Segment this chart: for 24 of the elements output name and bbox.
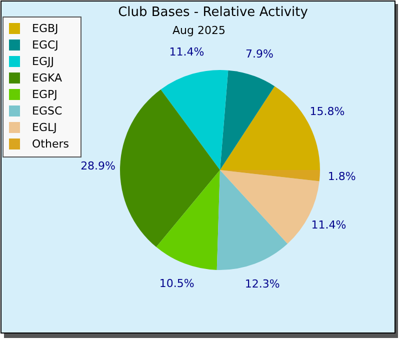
legend-label: EGKA: [32, 72, 62, 85]
pie-slice: [220, 170, 320, 182]
pie-slice: [156, 170, 220, 270]
legend-label: EGLJ: [32, 121, 57, 134]
legend-label: EGPJ: [32, 88, 58, 102]
data-label: 15.8%: [310, 104, 345, 118]
pie-slice: [216, 170, 288, 270]
pie-slice: [220, 70, 275, 170]
data-label: 11.4%: [169, 46, 204, 59]
legend-label: EGSC: [32, 104, 62, 118]
data-label: 1.8%: [328, 170, 356, 183]
text: Aug 2025: [172, 24, 226, 37]
legend-label: EGJJ: [32, 55, 54, 68]
legend-label: Others: [32, 138, 70, 151]
legend-label: EGBJ: [32, 22, 58, 36]
pie-slice: [160, 70, 228, 170]
data-label: 7.9%: [246, 48, 274, 61]
data-label: 28.9%: [80, 160, 116, 173]
chart-title: Club Bases - Relative Activity: [118, 5, 308, 20]
legend-label: EGCJ: [32, 38, 58, 52]
data-label: 12.3%: [244, 277, 280, 290]
data-label: 10.5%: [159, 277, 194, 290]
pie-slice: [120, 89, 220, 248]
data-label: 11.4%: [311, 218, 346, 232]
